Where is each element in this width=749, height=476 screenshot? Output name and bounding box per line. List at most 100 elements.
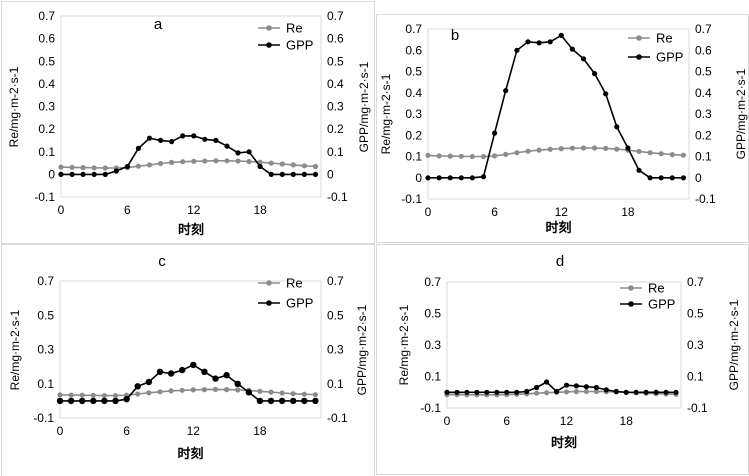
legend-marker-re xyxy=(636,35,642,41)
y-tick-label-right: 0.4 xyxy=(327,77,344,91)
x-tick-label: 0 xyxy=(444,414,451,428)
data-point-re xyxy=(224,158,230,164)
data-point-re xyxy=(573,389,580,395)
data-point-gpp xyxy=(312,397,319,405)
legend-marker-gpp xyxy=(266,42,272,48)
data-point-re xyxy=(191,158,197,164)
y-tick-label-right: 0.2 xyxy=(327,122,344,136)
y-tick-label-left: 0.5 xyxy=(37,308,54,322)
data-point-re xyxy=(91,165,97,171)
data-point-gpp xyxy=(514,47,520,53)
data-point-gpp xyxy=(56,397,64,405)
data-point-gpp xyxy=(524,388,530,395)
data-point-re xyxy=(58,164,64,170)
data-point-gpp xyxy=(454,389,460,395)
data-point-re xyxy=(112,393,119,399)
y-tick-label-right: -0.1 xyxy=(327,190,348,204)
data-point-gpp xyxy=(167,370,175,377)
data-point-gpp xyxy=(235,150,241,156)
data-point-gpp xyxy=(190,361,197,369)
data-point-re xyxy=(536,147,542,153)
panel-letter: b xyxy=(451,27,459,44)
data-point-gpp xyxy=(223,372,230,379)
data-point-gpp xyxy=(474,389,480,395)
data-point-re xyxy=(593,388,600,395)
data-point-gpp xyxy=(123,396,130,403)
y-tick-label-right: 0.5 xyxy=(695,65,712,79)
data-point-gpp xyxy=(278,397,286,405)
data-point-gpp xyxy=(469,175,475,181)
data-point-gpp xyxy=(536,40,542,46)
y-tick-label-left: 0.1 xyxy=(424,370,441,384)
data-point-re xyxy=(514,150,520,156)
data-point-gpp xyxy=(67,397,75,405)
data-point-re xyxy=(547,146,553,152)
y-tick-label-right: 0 xyxy=(327,167,334,181)
y-axis-label-left: Re/mg·m-2·s-1 xyxy=(8,309,22,390)
data-point-gpp xyxy=(234,380,241,387)
data-point-gpp xyxy=(614,124,620,130)
y-tick-label-left: 0.7 xyxy=(38,9,55,23)
data-point-gpp xyxy=(179,366,186,374)
data-point-gpp xyxy=(246,149,252,155)
data-point-gpp xyxy=(458,175,464,181)
data-point-re xyxy=(680,152,687,158)
data-point-gpp xyxy=(492,130,498,136)
data-point-re xyxy=(458,153,464,159)
data-point-re xyxy=(544,390,550,396)
data-point-gpp xyxy=(592,71,598,77)
data-point-re xyxy=(534,390,540,396)
x-tick-label: 12 xyxy=(187,424,201,438)
panel-letter: d xyxy=(556,253,564,270)
y-tick-label-right: 0.6 xyxy=(695,43,712,57)
plot-area xyxy=(446,281,682,409)
y-tick-label-right: 0.3 xyxy=(327,343,344,357)
data-point-re xyxy=(79,392,85,398)
data-point-re xyxy=(492,153,498,159)
x-tick-label: 0 xyxy=(58,203,65,217)
data-point-re xyxy=(235,158,241,164)
data-point-gpp xyxy=(279,171,285,177)
y-tick-label-right: 0.3 xyxy=(695,107,712,121)
data-point-re xyxy=(312,392,318,398)
x-tick-label: 6 xyxy=(503,414,510,428)
data-point-gpp xyxy=(547,39,553,45)
y-axis-label-left: Re/mg·m-2·s-1 xyxy=(397,304,411,385)
y-tick-label-left: 0.1 xyxy=(405,150,422,164)
y-axis-label-right: GPP/mg·m-2·s-1 xyxy=(734,68,748,159)
y-tick-label-right: 0.1 xyxy=(687,370,704,384)
data-point-re xyxy=(179,387,185,393)
y-tick-label-left: 0.4 xyxy=(405,86,422,100)
y-tick-label-right: 0.7 xyxy=(687,275,704,289)
data-point-gpp xyxy=(90,397,97,405)
data-point-re xyxy=(301,163,307,169)
x-tick-label: 6 xyxy=(491,205,498,219)
data-point-gpp xyxy=(669,175,675,181)
data-point-re xyxy=(168,388,174,394)
y-tick-label-left: -0.1 xyxy=(420,401,441,415)
data-point-re xyxy=(69,164,75,170)
data-point-re xyxy=(279,390,285,396)
x-tick-label: 18 xyxy=(253,424,267,438)
y-tick-label-right: -0.1 xyxy=(327,411,348,425)
data-point-re xyxy=(190,387,196,393)
legend-marker-re xyxy=(266,25,272,31)
y-tick-label-left: 0.6 xyxy=(38,32,55,46)
chart-panel-b: -0.1 -0.10 00.1 0.10.2 0.20.3 0.30.4 0.40.5 0.5… xyxy=(376,14,749,243)
data-point-gpp xyxy=(613,388,619,395)
data-point-gpp xyxy=(134,383,141,390)
data-point-re xyxy=(658,151,664,157)
data-point-re xyxy=(279,161,285,167)
y-tick-label-left: 0.2 xyxy=(38,122,55,136)
data-point-re xyxy=(647,150,653,156)
x-tick-label: 0 xyxy=(57,424,64,438)
y-tick-label-right: 0.7 xyxy=(327,9,344,23)
data-point-re xyxy=(212,386,219,392)
y-tick-label-left: 0.7 xyxy=(37,274,54,288)
data-point-gpp xyxy=(58,171,64,177)
data-point-gpp xyxy=(447,175,453,181)
data-point-gpp xyxy=(180,133,186,139)
data-point-re xyxy=(135,163,141,169)
data-point-re xyxy=(480,153,487,160)
data-point-gpp xyxy=(436,175,442,181)
